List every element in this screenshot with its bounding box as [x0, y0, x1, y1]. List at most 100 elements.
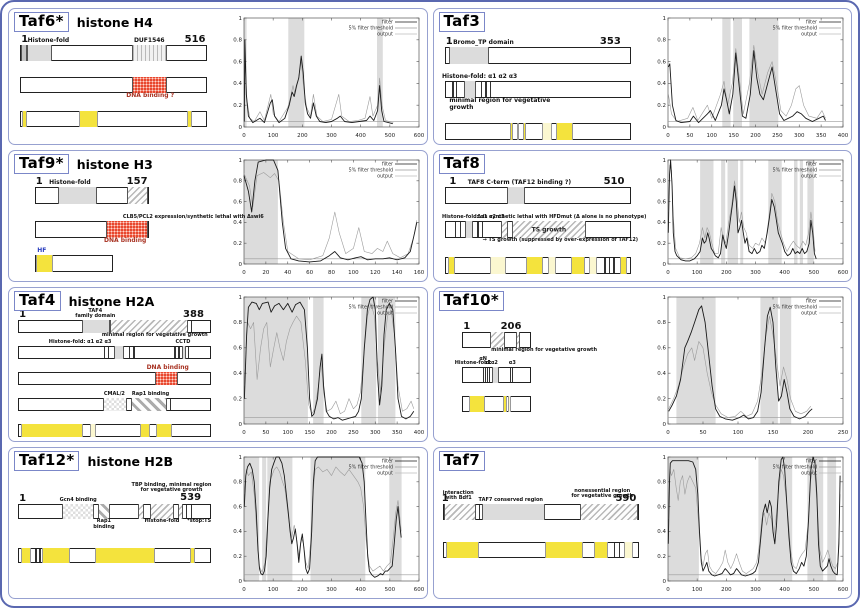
legend-label: filter [381, 20, 392, 26]
svg-text:300: 300 [370, 430, 381, 436]
svg-text:0: 0 [666, 133, 670, 139]
legend-label: 5% filter threshold [773, 305, 817, 311]
domain-segment-sep [190, 505, 193, 518]
domain-segment-gray [182, 346, 186, 359]
svg-text:1: 1 [238, 16, 242, 22]
domain-annotation: interaction with Bdf1 [442, 489, 474, 502]
domain-segment-sep [452, 82, 454, 97]
domain-annotation: nonessential region for vegetative growt… [571, 487, 634, 500]
svg-text:0.8: 0.8 [657, 179, 666, 185]
domain-diagram: 1 Gcn4 binding TBP binding, minimal region… [14, 470, 221, 596]
domain-segment-yellow [468, 396, 486, 412]
domain-annotation: *stop:TS [187, 518, 212, 524]
domain-annotation: 1 [441, 493, 449, 504]
domain-segment-reddots [131, 77, 167, 93]
panel-taf12: Taf12* histone H2B 1 Gcn4 binding TBP bind… [8, 447, 428, 599]
svg-text:0.2: 0.2 [657, 554, 666, 560]
domain-segment-sep [604, 258, 606, 273]
svg-text:250: 250 [348, 430, 359, 436]
domain-annotation: CMAL/2 [103, 391, 125, 398]
disorder-plot-svg: 0 100 200 300 400 500 600 0 0.2 0.4 0.6 0.8 1 filter5… [657, 455, 848, 593]
domain-segment-sep [185, 505, 188, 518]
domain-segment-vstripes [131, 45, 167, 61]
svg-text:100: 100 [282, 430, 293, 436]
svg-text:150: 150 [768, 430, 779, 436]
disorder-plot: 0 50 100 150 200 250 300 350 400 0 0.2 0.4 0.6 0.8 1 fi… [651, 11, 849, 142]
svg-text:350: 350 [391, 430, 402, 436]
domain-annotation: TAF4 family domain [75, 307, 116, 320]
panel-title: Taf6* [14, 12, 69, 33]
domain-segment-pale [589, 257, 597, 274]
svg-text:400: 400 [779, 270, 790, 276]
panel-title: Taf10* [438, 291, 504, 312]
domain-annotation: αN [479, 356, 487, 363]
panel-taf4: Taf4 histone H2A 1 TAF4 family domain 388 m… [8, 287, 428, 442]
domain-annotation: 1 [19, 493, 27, 504]
disorder-plot-svg: 0 50 100 150 200 250 300 350 400 0 0.2 0.4 0.6 0.8 1 fi… [233, 295, 424, 436]
domain-annotation: minimal region for vegetative growth [101, 332, 208, 338]
disorder-plot-svg: 0 20 40 60 80 100 120 140 160 0 0.2 0.4 0.6 0.8 1 filte… [233, 158, 424, 276]
domain-segment-yellow [544, 542, 583, 558]
domain-annotation: DNA binding [146, 364, 189, 372]
domain-bar: 1 interaction with Bdf1 TAF7 conserved reg… [442, 488, 640, 520]
domain-segment-pale [623, 542, 634, 558]
svg-text:100: 100 [692, 270, 703, 276]
svg-text:0.4: 0.4 [233, 220, 242, 226]
svg-text:1: 1 [663, 455, 667, 461]
panel-title: Taf3 [438, 12, 486, 33]
domain-bar [18, 548, 211, 563]
domain-annotation: 1 [19, 309, 27, 320]
domain-segment-hatch [178, 504, 183, 519]
svg-text:200: 200 [721, 270, 732, 276]
svg-text:0: 0 [666, 587, 670, 593]
svg-text:0.2: 0.2 [657, 396, 666, 402]
domain-segment-yellow [189, 548, 196, 563]
domain-segment-hatch2 [98, 504, 110, 519]
domain-annotation: Δ is synthetic lethal with HFDmut (Δ alo… [477, 214, 647, 221]
domain-segment-checker [61, 504, 95, 519]
domain-annotation: α3 [508, 360, 516, 367]
domain-segment-gray [114, 346, 124, 359]
svg-text:100: 100 [267, 133, 278, 139]
histone-label: histone H2A [68, 293, 155, 309]
domain-segment-gray [58, 187, 98, 204]
svg-text:0: 0 [242, 133, 246, 139]
domain-segment-yellow [187, 111, 192, 127]
svg-text:0.6: 0.6 [233, 346, 242, 352]
domain-segment-sep [39, 549, 41, 562]
domain-annotation: Rap1 binding [93, 518, 115, 530]
domain-segment-yellow [571, 257, 585, 274]
domain-bar: Histone-fold: αN α1 α2 α3 [455, 357, 531, 383]
svg-text:0: 0 [663, 262, 667, 268]
svg-text:60: 60 [306, 270, 313, 276]
domain-segment-yellow [594, 542, 609, 558]
svg-text:0.6: 0.6 [233, 199, 242, 205]
domain-segment-reddots [155, 372, 179, 385]
domain-segment-sep [187, 347, 190, 358]
disorder-plot-svg: 0 100 200 300 400 500 600 0 0.2 0.4 0.6 0.8 1 filter5… [233, 455, 424, 593]
domain-segment-hatch [489, 332, 506, 348]
legend-label: 5% filter threshold [348, 168, 392, 174]
domain-annotation: Histone-fold: α1 α2 α3 [442, 214, 505, 221]
svg-text:0.2: 0.2 [233, 554, 242, 560]
domain-segment-gray [464, 81, 477, 98]
domain-segment-sep [489, 368, 490, 382]
domain-annotation: 590 [615, 493, 637, 504]
domain-segment-yellow [619, 257, 628, 274]
svg-text:0: 0 [242, 270, 246, 276]
domain-bar: DNA binding ? [20, 77, 207, 99]
svg-text:400: 400 [355, 133, 366, 139]
domain-diagram: 1 206 minimal region for vegetative growth… [439, 310, 646, 439]
domain-segment-hatch [149, 504, 175, 519]
domain-segment-sep [481, 222, 484, 237]
domain-diagram: 1 TAF4 family domain 388 minimal region for… [14, 307, 221, 439]
panel-header: Taf4 histone H2A [14, 291, 155, 312]
panel-taf3: Taf3 1 Bromo_TP domain 353 Histone-fold: α1… [432, 8, 852, 145]
svg-text:0: 0 [663, 579, 667, 585]
domain-segment-sep [480, 82, 483, 97]
legend-label: filter [806, 299, 817, 305]
domain-annotation: 1 [449, 176, 457, 187]
legend-label: filter [381, 299, 392, 305]
svg-text:0.4: 0.4 [233, 529, 242, 535]
